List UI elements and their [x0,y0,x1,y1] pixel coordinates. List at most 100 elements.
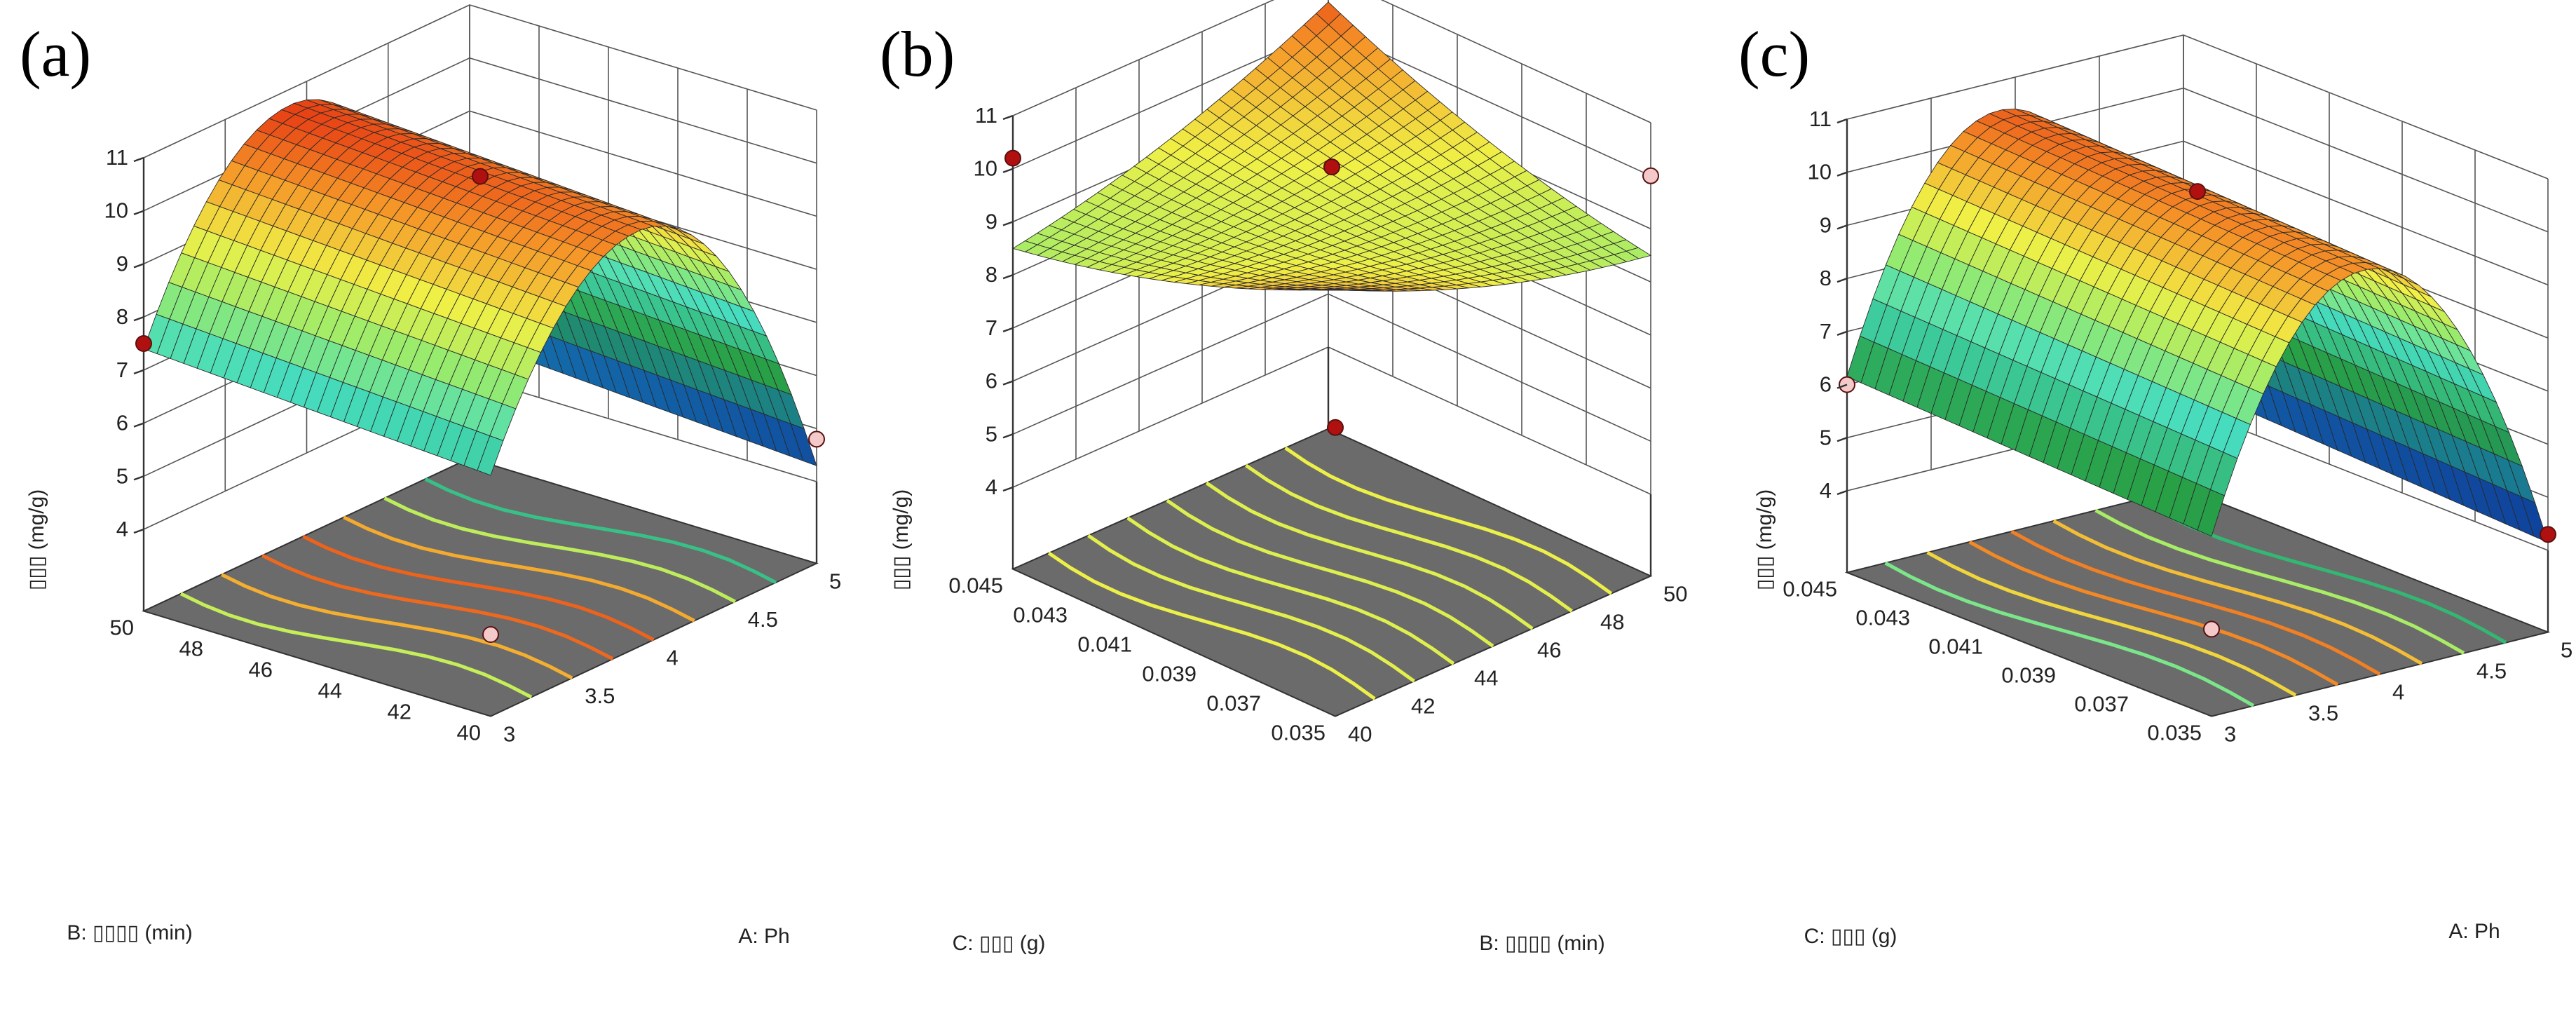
panel-label: (a) [20,18,91,90]
floor-contours [1047,446,1613,700]
contour-line [424,477,777,585]
contour-line [179,592,533,699]
z-tick-label: 11 [1809,107,1832,131]
design-point [472,168,489,185]
y-tick-label: 46 [249,658,273,682]
z-tick-label: 9 [1820,212,1832,237]
contour-line [221,573,573,680]
x-tick-label: 4.5 [2476,659,2507,684]
y-axis-label: C: ▯▯▯ (g) [1804,925,1897,948]
contour-line [1284,446,1613,595]
z-tick-label: 9 [116,251,128,276]
contour-line [2094,508,2465,655]
floor-contours [179,477,777,699]
y-tick-label: 0.035 [2147,721,2202,745]
x-tick-label: 3.5 [2308,701,2338,726]
z-axis-label: ▯▯▯ (mg/g) [25,489,48,591]
y-tick-label: 0.039 [1142,662,1197,686]
x-tick-label: 3 [503,722,515,747]
contour-line [302,534,655,642]
y-axis-label: C: ▯▯▯ (g) [953,932,1046,955]
z-tick-label: 6 [1820,372,1832,397]
y-axis-label: B: ▯▯▯▯ (min) [67,921,192,944]
y-tick-label: 0.039 [2001,663,2056,688]
y-tick-label: 0.041 [1077,632,1132,657]
z-tick-label: 7 [116,358,128,382]
response-surface [1011,1,1652,292]
z-tick-label: 11 [106,145,128,170]
y-tick-label: 48 [179,637,203,661]
z-tick-label: 8 [1820,266,1832,290]
z-tick-label: 5 [116,463,128,488]
contour-line [1884,561,2255,707]
x-tick-label: 5 [829,569,841,594]
z-axis-label: ▯▯▯ (mg/g) [890,489,913,591]
contour-line [343,515,695,623]
x-axis-label: B: ▯▯▯▯ (min) [1479,932,1604,955]
response-surface [1846,108,2549,543]
z-tick-label: 8 [986,262,997,287]
contour-line [1087,534,1415,683]
x-tick-label: 48 [1600,610,1624,635]
z-tick-label: 6 [116,411,128,435]
x-tick-label: 5 [2561,638,2572,663]
x-tick-label: 44 [1474,666,1498,691]
z-tick-label: 4 [116,517,128,541]
z-tick-label: 10 [1808,160,1832,184]
response-surface [143,99,817,476]
z-tick-label: 4 [1820,478,1832,503]
contour-line [1245,463,1573,613]
z-tick-label: 6 [986,369,997,393]
chart-panel-1: 4 5 6 7 8 9 10 11 3 3.5 4 4.5 5 40 42 44 46 48 50 (a) ▯▯▯ (m… [20,4,841,948]
x-axis-label: A: Ph [738,925,789,948]
panel-label: (b) [880,18,955,90]
z-tick-label: 8 [116,304,128,329]
x-tick-label: 4 [2392,680,2404,705]
x-tick-label: 46 [1537,638,1561,663]
z-axis-label: ▯▯▯ (mg/g) [1753,489,1776,591]
z-tick-label: 5 [1820,425,1832,449]
y-tick-label: 0.035 [1271,721,1326,745]
contour-line [383,496,736,604]
y-tick-label: 0.041 [1928,635,1983,659]
contour-line [261,554,614,661]
z-tick-label: 10 [974,156,997,181]
z-tick-label: 7 [1820,319,1832,344]
z-tick-label: 9 [986,209,997,233]
design-point [2540,526,2556,543]
y-tick-label: 0.045 [948,574,1003,598]
z-tick-label: 5 [986,421,997,446]
z-tick-label: 11 [975,103,997,128]
z-tick-label: 10 [104,198,128,223]
chart-panel-3: 4 5 6 7 8 9 10 11 3 3.5 4 4.5 5 0.035 0.037 0.039 0.041 0… [1738,18,2572,948]
x-tick-label: 3.5 [585,684,615,708]
x-tick-label: 4 [667,646,679,670]
x-tick-label: 4.5 [748,607,778,632]
x-tick-label: 42 [1411,694,1435,719]
contour-line [1926,550,2297,697]
contour-line [2010,529,2381,676]
contour-line [1968,540,2339,686]
x-tick-label: 50 [1663,582,1687,606]
design-point [1642,167,1659,184]
y-tick-label: 0.045 [1783,577,1837,602]
z-tick-label: 7 [986,315,997,340]
design-point [1323,158,1340,176]
design-point [482,626,499,643]
x-tick-label: 3 [2224,722,2236,747]
y-tick-label: 40 [457,721,481,745]
y-tick-label: 0.043 [1013,603,1068,627]
contour-line [1205,481,1534,630]
z-tick-label: 4 [986,475,997,499]
design-point [135,335,152,352]
design-point [1327,419,1344,436]
design-point [2203,620,2220,638]
y-tick-label: 44 [318,679,342,703]
contour-line [1047,551,1376,700]
design-point [2189,183,2206,201]
y-tick-label: 0.043 [1855,606,1910,630]
y-tick-label: 0.037 [1206,691,1261,716]
contour-line [1126,516,1455,665]
design-point [1004,149,1021,167]
